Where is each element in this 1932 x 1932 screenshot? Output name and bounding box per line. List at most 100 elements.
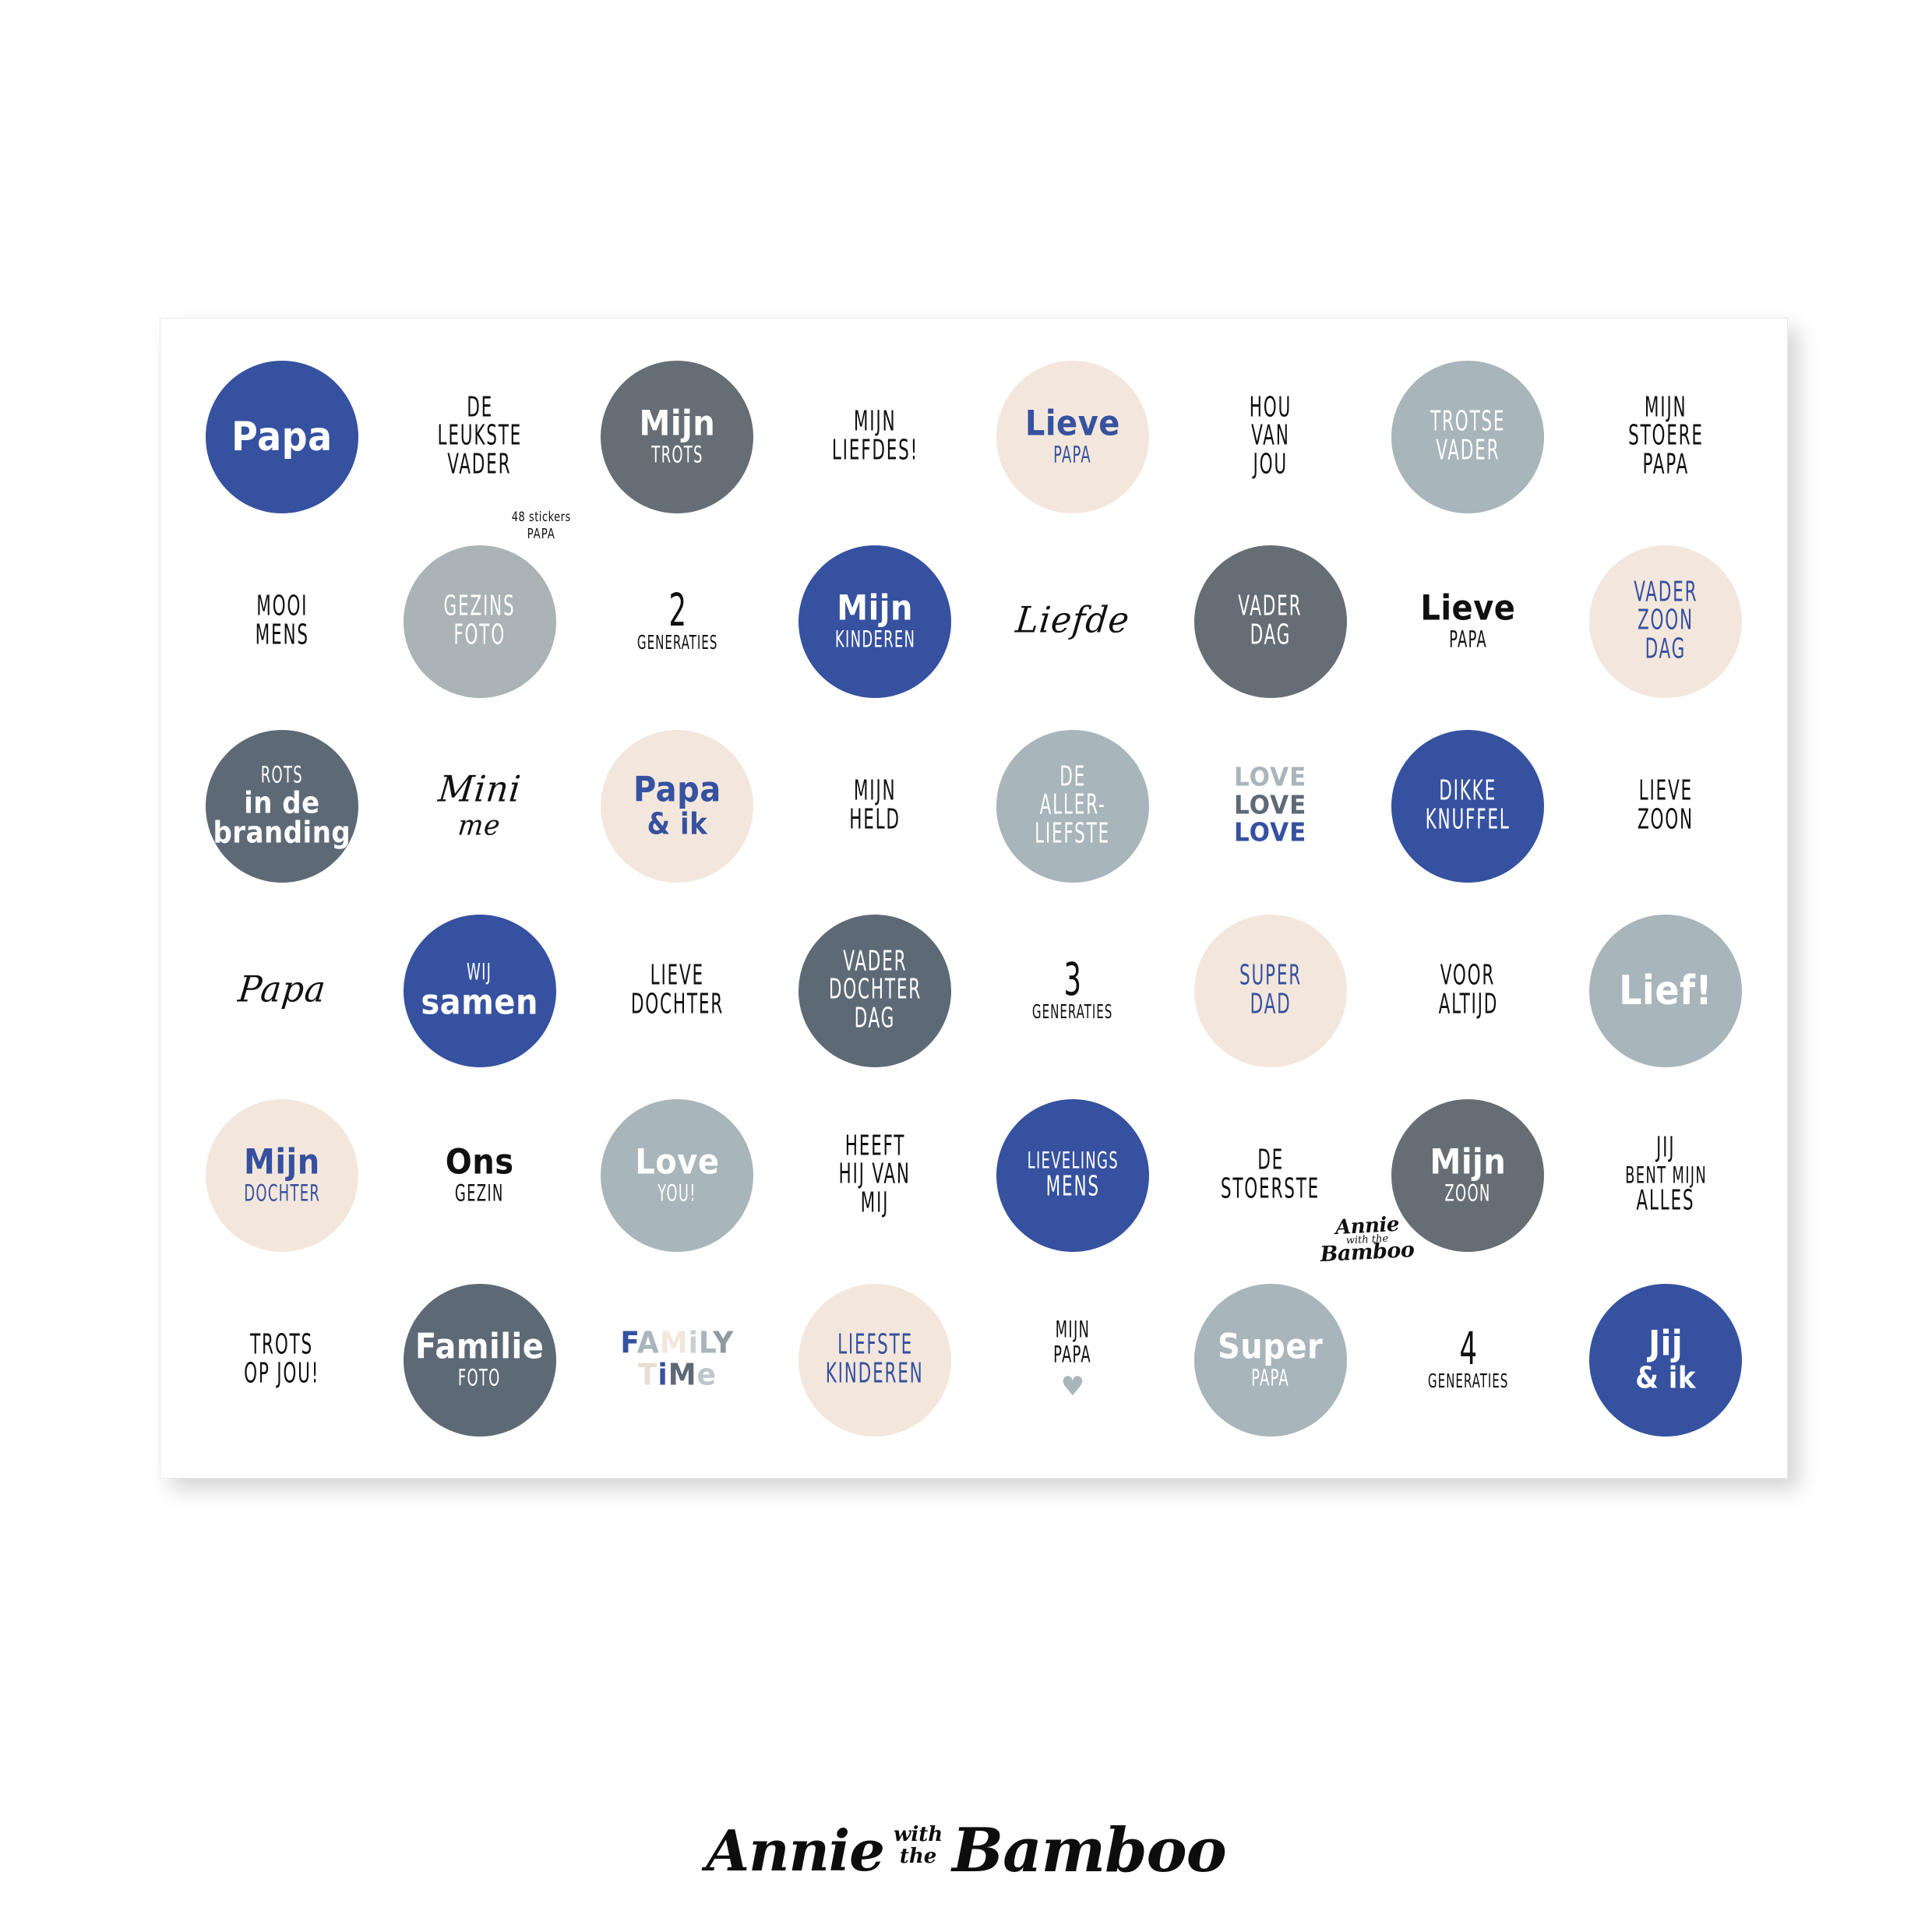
sticker-line-2: FOTO: [453, 619, 506, 651]
sticker-line-2: DOCHTER: [630, 988, 724, 1021]
sticker-line-3: DAG: [1645, 633, 1687, 665]
sticker-circle[interactable]: Jij & ik: [1589, 1283, 1743, 1437]
sticker-line-primary: WIJ: [467, 958, 492, 985]
sticker-cell: Lief!: [1567, 898, 1765, 1083]
sticker-cell: MOOI MENS: [183, 529, 381, 714]
sticker-text[interactable]: LOVE LOVE LOVE: [1194, 730, 1347, 883]
sticker-text[interactable]: LIEVE DOCHTER: [601, 915, 753, 1067]
sticker-circle[interactable]: SUPER DAD: [1193, 914, 1347, 1067]
sticker-line-1: LIEVE: [650, 959, 704, 992]
sticker-line: Liefde: [1014, 599, 1132, 642]
sticker-line-1: DIKKE: [1439, 774, 1497, 807]
sticker-cell: Papa & ik: [579, 714, 777, 898]
sticker-text[interactable]: 4 GENERATIES: [1391, 1284, 1544, 1437]
sticker-text[interactable]: FAMiLY TiMe: [601, 1284, 753, 1437]
sticker-cell: WIJ samen: [381, 898, 579, 1083]
brand-the: the: [899, 1844, 937, 1868]
sticker-text[interactable]: MIJN PAPA ♥: [996, 1284, 1149, 1437]
sticker-cell: Lieve PAPA: [1370, 529, 1567, 714]
sticker-circle[interactable]: Lieve PAPA: [996, 360, 1149, 513]
sticker-line-1: MIJN: [853, 774, 897, 807]
sticker-line-secondary: me: [457, 809, 503, 842]
sticker-line-2: DAG: [1250, 619, 1291, 651]
sticker-text[interactable]: DE STOERSTE: [1194, 1099, 1347, 1252]
sticker-cell: Papa: [183, 898, 381, 1083]
sticker-text[interactable]: HOU VAN JOU: [1194, 361, 1347, 513]
sticker-line-1: TROTSE: [1430, 405, 1506, 438]
sticker-line-2: ALTIJD: [1438, 988, 1498, 1021]
sticker-line-1: TROTS: [250, 1328, 314, 1361]
sticker-line-2: OP JOU!: [244, 1357, 320, 1390]
sticker-line-primary: Jij: [1648, 1323, 1683, 1364]
sticker-cell: VADER DAG: [1172, 529, 1370, 714]
sticker-text[interactable]: Ons GEZIN: [404, 1099, 556, 1252]
sticker-text[interactable]: MIJN STOERE PAPA: [1589, 361, 1742, 513]
sticker-line-1: DE: [1257, 1144, 1284, 1176]
sticker-text[interactable]: MOOI MENS: [206, 545, 358, 698]
sticker-circle[interactable]: Love YOU!: [601, 1098, 754, 1252]
sticker-cell: 4 GENERATIES: [1370, 1267, 1567, 1452]
sticker-circle[interactable]: Mijn ZOON: [1391, 1098, 1545, 1252]
sticker-line-3: DAG: [854, 1002, 896, 1035]
sticker-line-secondary: PAPA: [1448, 626, 1487, 653]
brand-footer: Annie with the Bamboo: [0, 1815, 1932, 1886]
sticker-cell: Mini me: [381, 714, 579, 898]
sticker-circle[interactable]: DIKKE KNUFFEL: [1391, 729, 1545, 883]
sticker-number: 2: [668, 583, 686, 637]
sticker-line-3: LIEFSTE: [1035, 817, 1111, 850]
sticker-circle[interactable]: Mijn KINDEREN: [799, 545, 952, 698]
sticker-circle[interactable]: LIEVELINGS MENS: [996, 1098, 1149, 1252]
sticker-cell: JIJ BENT MIJN ALLES: [1567, 1083, 1765, 1267]
sticker-circle[interactable]: Familie FOTO: [403, 1283, 556, 1437]
sticker-line-1: LIEVELINGS: [1027, 1147, 1119, 1175]
sticker-cell: LOVE LOVE LOVE: [1172, 714, 1370, 898]
sticker-circle[interactable]: Papa: [205, 360, 358, 513]
sticker-circle[interactable]: Mijn TROTS: [601, 360, 754, 513]
sticker-line-secondary: PAPA: [1053, 1340, 1092, 1368]
sticker-line-2: LIEFDES!: [831, 434, 918, 467]
sticker-text[interactable]: 2 GENERATIES: [601, 545, 753, 698]
sticker-text[interactable]: MIJN HELD: [799, 730, 951, 883]
sticker-cell: FAMiLY TiMe: [579, 1267, 777, 1452]
sticker-text[interactable]: Papa: [206, 915, 358, 1067]
sticker-cell: VOOR ALTIJD: [1370, 898, 1567, 1083]
sticker-text[interactable]: HEEFT HIJ VAN MIJ: [799, 1099, 951, 1252]
sticker-text[interactable]: TROTS OP JOU!: [206, 1284, 358, 1437]
sticker-cell: 3 GENERATIES: [974, 898, 1172, 1083]
sticker-circle[interactable]: WIJ samen: [403, 914, 556, 1067]
sticker-circle[interactable]: VADER DAG: [1193, 545, 1347, 698]
sticker-circle[interactable]: Lief!: [1589, 914, 1743, 1067]
sticker-cell: GEZINS FOTO: [381, 529, 579, 714]
sticker-text[interactable]: JIJ BENT MIJN ALLES: [1589, 1099, 1742, 1252]
sticker-text[interactable]: 3 GENERATIES: [996, 915, 1149, 1067]
sticker-circle[interactable]: ROTS in de branding: [205, 729, 358, 883]
sticker-line: Papa: [231, 412, 333, 460]
sticker-circle[interactable]: Mijn DOCHTER: [205, 1098, 358, 1252]
sticker-circle[interactable]: GEZINS FOTO: [403, 545, 556, 698]
sticker-line-3: VADER: [447, 448, 512, 481]
sticker-line-3: PAPA: [1642, 448, 1689, 481]
sticker-text[interactable]: MIJN LIEFDES!: [799, 361, 951, 513]
sticker-circle[interactable]: DE ALLER- LIEFSTE: [996, 729, 1149, 883]
sticker-line-primary: Mijn: [837, 588, 913, 629]
sticker-circle[interactable]: TROTSE VADER: [1391, 360, 1545, 513]
sticker-circle[interactable]: Papa & ik: [601, 729, 754, 883]
sticker-text[interactable]: Mini me: [404, 730, 556, 883]
sticker-line-2: ZOON: [1638, 604, 1694, 637]
sticker-text[interactable]: VOOR ALTIJD: [1391, 915, 1544, 1067]
sticker-cell: Mijn DOCHTER: [183, 1083, 381, 1267]
sticker-circle[interactable]: Super PAPA: [1193, 1283, 1347, 1437]
sticker-circle[interactable]: VADER ZOON DAG: [1589, 545, 1743, 698]
sticker-line-primary: Super: [1217, 1327, 1324, 1368]
sticker-text[interactable]: Lieve PAPA: [1391, 545, 1544, 698]
sticker-line-1: HOU: [1249, 391, 1292, 424]
sticker-cell: SUPER DAD: [1172, 898, 1370, 1083]
sticker-sheet: Papa DE LEUKSTE VADER Mijn TROTS MIJN LIEFDES! L…: [160, 318, 1788, 1479]
sticker-text[interactable]: LIEVE ZOON: [1589, 730, 1742, 883]
sticker-line-1: DE: [466, 391, 493, 424]
sticker-text[interactable]: DE LEUKSTE VADER: [404, 361, 556, 513]
sticker-circle[interactable]: LIEFSTE KINDEREN: [799, 1283, 952, 1437]
sticker-text[interactable]: Liefde: [996, 545, 1149, 698]
sticker-line-2: MENS: [255, 619, 309, 651]
sticker-circle[interactable]: VADER DOCHTER DAG: [799, 914, 952, 1067]
